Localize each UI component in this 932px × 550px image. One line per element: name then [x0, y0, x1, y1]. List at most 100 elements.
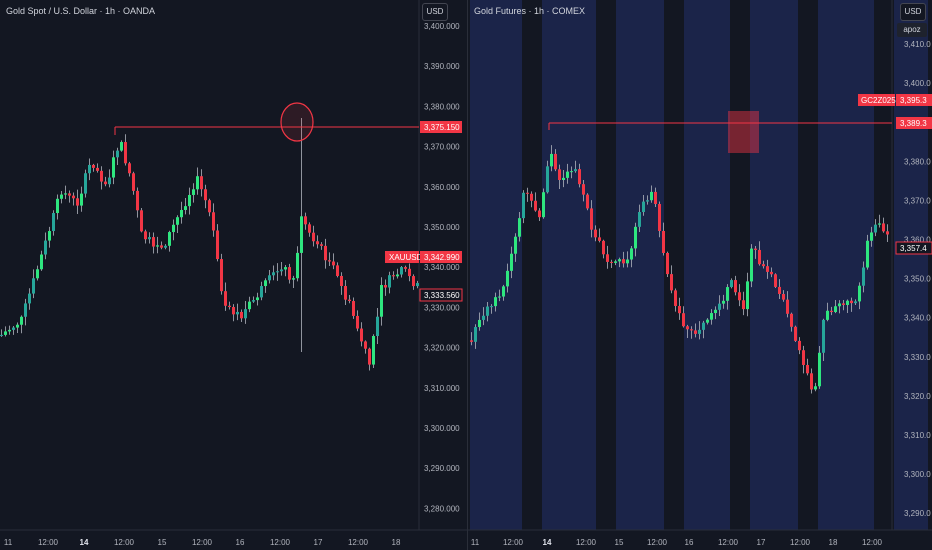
gold-futures-chart-pane[interactable]: 3,410.03,400.03,390.03,380.03,370.03,360… — [467, 0, 932, 550]
candle-body — [296, 252, 299, 279]
candle-body — [602, 240, 605, 255]
candle-body — [284, 267, 287, 270]
candle-body — [140, 210, 143, 232]
candle-body — [352, 301, 355, 316]
price-axis-label: 3,350.000 — [424, 223, 460, 232]
price-axis-label: 3,370.0 — [904, 196, 931, 205]
candle-body — [542, 192, 545, 218]
candle-body — [738, 292, 741, 301]
candle-body — [248, 301, 251, 310]
candle-body — [272, 272, 275, 276]
time-axis-label: 11 — [471, 538, 480, 547]
candle-body — [874, 224, 877, 233]
candle-body — [340, 275, 343, 287]
xauusd-chart-canvas[interactable]: 3,400.000 3,390.000 3,380.000 3,370.000 3,36… — [0, 0, 467, 550]
candle-body — [758, 249, 761, 265]
level-price-tag — [420, 121, 462, 133]
time-axis-label: 12:00 — [270, 538, 291, 547]
candle-body — [388, 275, 391, 288]
candle-body — [384, 285, 387, 288]
unit-button[interactable]: apoz — [897, 23, 927, 37]
candle-body — [746, 281, 749, 310]
lower-price-tag — [419, 288, 463, 302]
session-highlight — [750, 0, 798, 530]
xauusd-chart-pane[interactable]: 3,400.000 3,390.000 3,380.000 3,370.000 3,36… — [0, 0, 467, 550]
candle-body — [36, 269, 39, 279]
xauusd-chart-title[interactable]: Gold Spot / U.S. Dollar · 1h · OANDA — [6, 6, 156, 16]
time-axis-label: 12:00 — [503, 538, 524, 547]
candle-body — [646, 200, 649, 202]
time-axis-label: 12:00 — [718, 538, 739, 547]
candle-body — [116, 150, 119, 158]
candle-body — [224, 291, 227, 306]
price-axis-label: 3,340.0 — [904, 314, 931, 323]
candle-body — [28, 293, 31, 304]
time-axis-label: 12:00 — [192, 538, 213, 547]
time-axis-label: 12:00 — [647, 538, 668, 547]
candle-body — [24, 303, 27, 317]
candle-body — [842, 303, 845, 305]
candle-body — [404, 267, 407, 269]
candle-body — [220, 259, 223, 292]
candle-body — [622, 259, 625, 264]
currency-button[interactable]: USD — [422, 3, 448, 21]
session-highlight — [470, 0, 522, 530]
time-axis-label: 12:00 — [114, 538, 135, 547]
candle-body — [312, 232, 315, 242]
candle-body — [690, 329, 693, 331]
price-axis-label: 3,300.0 — [904, 470, 931, 479]
candle-body — [858, 285, 861, 302]
gold-futures-chart-title[interactable]: Gold Futures · 1h · COMEX — [474, 6, 586, 16]
candle-body — [52, 213, 55, 232]
candle-body — [726, 287, 729, 301]
candle-body — [364, 341, 367, 349]
candle-body — [774, 274, 777, 287]
candle-body — [534, 200, 537, 211]
candle-body — [822, 319, 825, 353]
session-highlight — [818, 0, 874, 530]
candle-body — [558, 169, 561, 181]
candle-body — [666, 252, 669, 275]
currency-button[interactable]: USD — [900, 3, 926, 21]
candle-body — [878, 223, 881, 225]
price-axis-label: 3,320.000 — [424, 344, 460, 353]
candle-body — [798, 340, 801, 351]
time-axis-label: 12:00 — [790, 538, 811, 547]
candle-body — [686, 326, 689, 330]
last-price-tag-text: 3,357.4 — [900, 244, 927, 253]
candle-body — [510, 253, 513, 271]
price-axis-label: 3,360.0 — [904, 236, 931, 245]
candle-body — [634, 226, 637, 249]
candle-body — [200, 176, 203, 190]
candle-body — [136, 190, 139, 211]
candle-body — [770, 271, 773, 275]
candle-body — [104, 181, 107, 185]
time-axis-label: 17 — [314, 538, 323, 547]
candle-body — [478, 319, 481, 328]
candle-body — [100, 170, 103, 182]
candle-body — [706, 319, 709, 323]
candle-body — [232, 307, 235, 315]
price-axis-label: 3,360.000 — [424, 183, 460, 192]
price-axis-label: 3,380.0 — [904, 157, 931, 166]
candle-body — [256, 297, 259, 301]
candle-body — [184, 206, 187, 210]
candle-body — [494, 297, 497, 307]
time-axis-label: 16 — [236, 538, 245, 547]
candle-body — [44, 240, 47, 255]
candle-body — [408, 268, 411, 277]
candle-body — [474, 327, 477, 342]
candle-body — [630, 248, 633, 260]
gold-futures-chart-canvas[interactable]: 3,410.03,400.03,390.03,380.03,370.03,360… — [468, 0, 932, 550]
candle-body — [192, 189, 195, 195]
candle-body — [80, 193, 83, 206]
candle-body — [826, 310, 829, 320]
price-axis-label: 3,390.000 — [424, 62, 460, 71]
candle-body — [750, 248, 753, 282]
time-axis-label: 12:00 — [862, 538, 883, 547]
price-axis-label: 3,370.000 — [424, 143, 460, 152]
candle-body — [862, 267, 865, 286]
session-highlight — [542, 0, 596, 530]
candle-body — [782, 293, 785, 300]
candle-body — [96, 167, 99, 171]
